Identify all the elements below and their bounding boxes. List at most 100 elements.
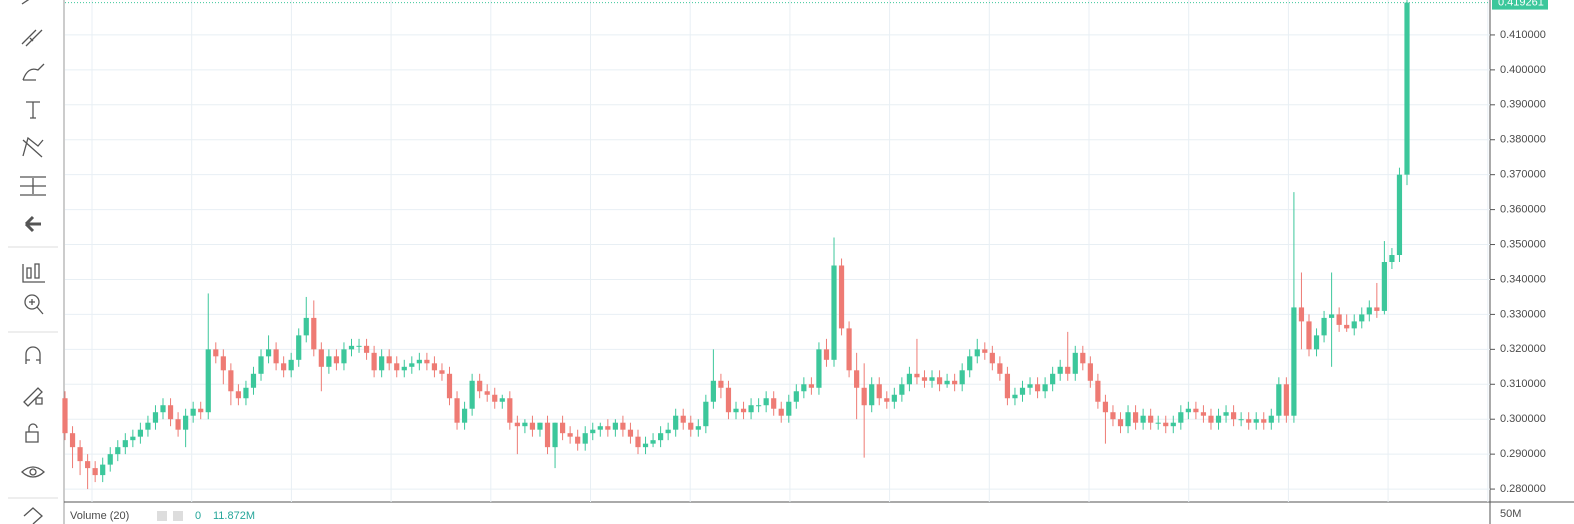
candle-body (499, 398, 505, 402)
candle-body (921, 377, 928, 381)
candle-body (1140, 415, 1146, 423)
candle-body (1329, 314, 1335, 318)
candle-body (220, 356, 226, 371)
tool-icon[interactable] (23, 507, 43, 524)
candle-body (959, 370, 965, 385)
candle-body (439, 370, 445, 374)
candle-body (974, 349, 980, 357)
candle-body (876, 384, 882, 399)
candle-body (1374, 307, 1380, 311)
candle-body (793, 391, 799, 402)
tool-icon[interactable] (22, 263, 45, 283)
candle-body (801, 384, 807, 392)
candle-body (771, 398, 777, 409)
unlock-icon[interactable] (25, 423, 39, 443)
candle-body (1042, 384, 1048, 392)
candle-body (288, 359, 294, 371)
candle-body (718, 380, 724, 388)
tool-icon[interactable] (21, 0, 34, 5)
candle-body (326, 356, 332, 367)
candle-body (982, 349, 988, 353)
candle-body (1080, 352, 1086, 364)
candle-body (673, 415, 679, 430)
candle-body (1057, 366, 1063, 374)
candle-body (1396, 174, 1403, 256)
candle-body (281, 363, 287, 371)
eye-icon[interactable] (21, 466, 45, 478)
candle-body (100, 464, 106, 476)
candle-body (642, 443, 649, 448)
candle-body (1185, 408, 1191, 413)
y-tick-label: 0.280000 (1500, 483, 1546, 495)
candle-body (1313, 335, 1320, 350)
tool-icon[interactable] (21, 29, 43, 47)
candle-body (235, 391, 242, 399)
candle-body (1404, 2, 1410, 175)
candle-body (1298, 307, 1305, 322)
candle-body (401, 366, 407, 371)
candle-body (461, 408, 468, 423)
candle-body (1178, 412, 1184, 423)
candle-body (92, 468, 98, 476)
close-button[interactable] (173, 511, 183, 521)
candle-body (1321, 317, 1327, 336)
y-tick-label: 0.350000 (1500, 238, 1546, 250)
tool-icon[interactable] (22, 136, 44, 158)
candle-body (967, 356, 973, 371)
candle-body (1253, 419, 1259, 423)
settings-button[interactable] (157, 511, 167, 521)
candle-body (635, 436, 641, 448)
candle-body (544, 422, 551, 448)
candle-body (492, 394, 498, 402)
candle-body (778, 408, 784, 416)
candle-body (816, 349, 822, 388)
candle-body (658, 433, 664, 441)
candle-body (552, 422, 558, 448)
candle-body (1110, 412, 1116, 420)
candle-body (1389, 255, 1395, 263)
tool-icon[interactable] (26, 101, 40, 119)
y-tick-label: 0.400000 (1500, 64, 1546, 76)
zoom-icon[interactable] (24, 294, 44, 315)
tool-icon[interactable] (20, 176, 46, 196)
candle-body (348, 345, 355, 350)
candle-body (363, 345, 370, 353)
candle-body (69, 433, 76, 448)
candle-body (1276, 384, 1282, 416)
candle-body (952, 380, 958, 385)
magnet-icon[interactable] (25, 346, 41, 364)
candle-body (303, 317, 309, 336)
y-tick-label: 0.390000 (1500, 99, 1546, 111)
candle-body (160, 405, 166, 413)
candle-body (884, 398, 890, 402)
candle-body (1215, 415, 1222, 423)
candle-body (869, 384, 875, 406)
candle-body (137, 429, 143, 437)
lock-draw-icon[interactable] (23, 387, 43, 407)
tool-icon[interactable] (22, 63, 45, 81)
candle-body (394, 363, 400, 371)
y-tick-label: 0.360000 (1500, 204, 1546, 216)
candle-body (258, 356, 264, 374)
candle-body (1238, 419, 1244, 421)
back-icon[interactable] (24, 215, 41, 233)
candle-body (514, 422, 520, 427)
candle-body (1291, 307, 1297, 416)
candle-body (85, 461, 91, 469)
candle-body (190, 408, 196, 416)
candle-body (130, 436, 136, 441)
candle-body (213, 349, 219, 357)
plot-area (62, 0, 1490, 490)
y-tick-label: 0.290000 (1500, 448, 1546, 460)
volume-reading: 0 (195, 510, 201, 522)
candle-body (1019, 387, 1026, 395)
candle-body (1230, 412, 1237, 420)
candle-body (107, 454, 113, 465)
candle-body (484, 391, 490, 395)
candle-body (77, 447, 83, 462)
candle-body (205, 349, 211, 413)
candle-body (522, 422, 528, 427)
candle-body (914, 373, 920, 378)
candle-body (1223, 412, 1229, 416)
